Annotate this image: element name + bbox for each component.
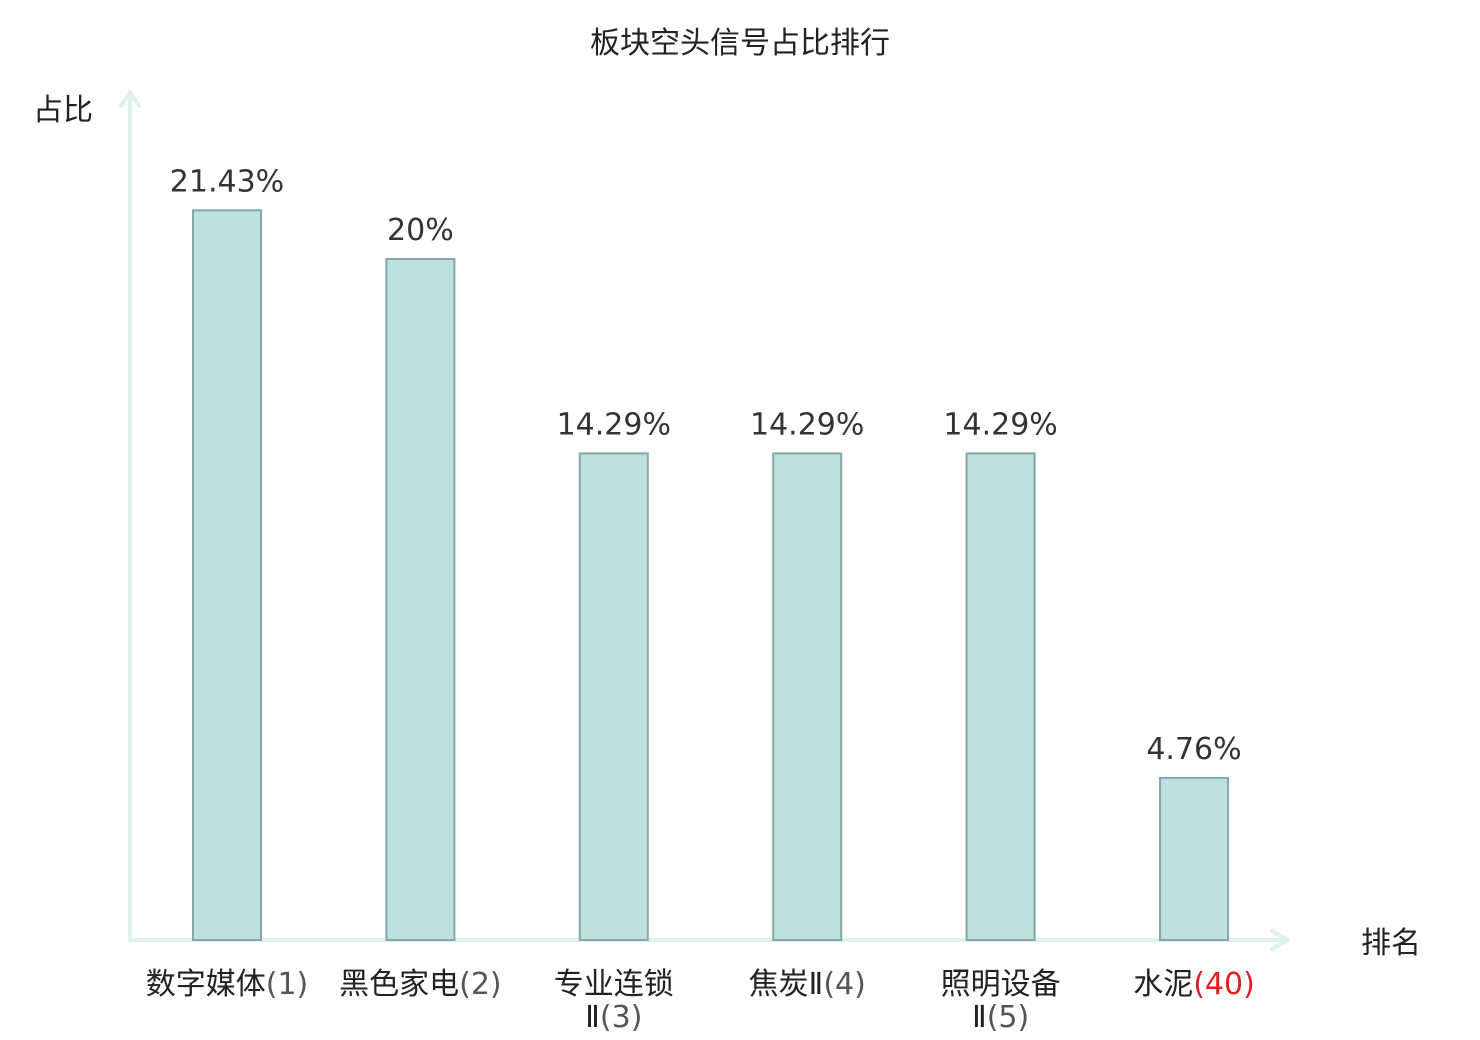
category-rank: (5)	[987, 1000, 1030, 1035]
bar	[578, 452, 649, 941]
x-axis-label: 排名	[1361, 926, 1421, 961]
value-label: 4.76%	[1146, 732, 1241, 767]
value-label: 14.29%	[750, 407, 864, 442]
value-label: 21.43%	[170, 164, 284, 199]
category-label: Ⅱ(3)	[585, 1000, 642, 1035]
x-axis-arrow-icon	[1270, 929, 1290, 951]
category-label: 照明设备	[941, 967, 1061, 1002]
category-label: 专业连锁	[554, 967, 674, 1002]
category-label: Ⅱ(5)	[972, 1000, 1029, 1035]
bar	[1159, 776, 1229, 942]
chart-title: 板块空头信号占比排行	[590, 26, 890, 61]
value-label: 20%	[387, 213, 454, 248]
y-axis-label: 占比	[33, 93, 93, 128]
bar	[965, 452, 1036, 941]
category-label: 水泥(40)	[1133, 967, 1255, 1002]
category-rank: (1)	[266, 967, 309, 1002]
value-labels-group: 21.43% 20% 14.29% 14.29% 14.29% 4.76%	[170, 164, 1242, 767]
category-rank: (2)	[459, 967, 502, 1002]
value-label: 14.29%	[557, 407, 671, 442]
category-rank: (40)	[1193, 967, 1255, 1002]
bars-group	[192, 209, 1229, 942]
category-label: 焦炭Ⅱ(4)	[749, 967, 866, 1002]
y-axis-arrow-icon	[119, 90, 141, 108]
category-rank: (4)	[823, 967, 866, 1002]
bar	[192, 209, 262, 942]
axes	[119, 90, 1290, 951]
category-label: 黑色家电(2)	[339, 967, 502, 1002]
category-label: 数字媒体(1)	[146, 967, 309, 1002]
category-rank: (3)	[600, 1000, 643, 1035]
bar	[385, 258, 456, 941]
value-label: 14.29%	[943, 407, 1057, 442]
bar	[772, 452, 843, 941]
